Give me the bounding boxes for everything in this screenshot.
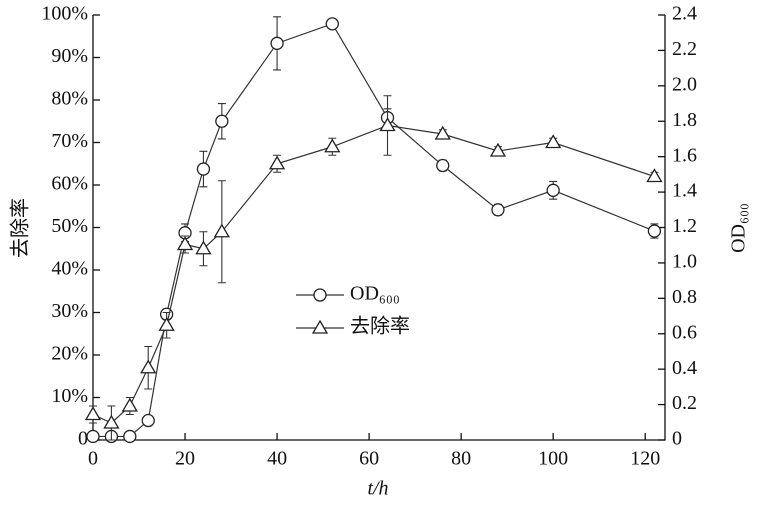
data-point: [123, 429, 137, 444]
x-tick-label: 0: [88, 448, 98, 470]
x-tick-label: 120: [630, 448, 660, 470]
data-point: [141, 413, 155, 428]
y-tick-label: 80%: [51, 88, 88, 110]
data-point: [325, 17, 339, 31]
y2-tick-label: 0.4: [672, 357, 697, 379]
data-point: [196, 162, 211, 176]
legend-marker: [311, 319, 329, 334]
data-point: [489, 142, 507, 157]
y2-tick-label: 1.2: [672, 215, 697, 237]
data-point: [436, 158, 450, 173]
data-point: [84, 406, 102, 421]
data-point: [324, 138, 341, 153]
y-tick-label: 30%: [51, 300, 88, 322]
data-point: [213, 223, 230, 238]
data-point: [215, 114, 229, 128]
data-point: [195, 240, 212, 255]
y-tick-label: 90%: [51, 45, 88, 67]
data-point: [270, 36, 284, 50]
y2-tick-label: 2.4: [672, 3, 697, 25]
x-tick-label: 20: [175, 448, 195, 470]
series-line: [93, 23, 655, 438]
y2-tick-label: 1.0: [672, 251, 697, 273]
x-tick-label: 40: [267, 448, 287, 470]
y2-tick-label: 2.2: [672, 38, 697, 60]
y-tick-label: 60%: [51, 173, 88, 195]
x-tick-label: 100: [538, 448, 568, 470]
y2-tick-label: 0.2: [672, 392, 697, 414]
x-tick-label: 60: [359, 448, 379, 470]
data-point: [546, 183, 560, 197]
y2-tick-label: 0: [672, 428, 682, 450]
data-point: [646, 168, 663, 183]
y2-tick-label: 1.8: [672, 109, 697, 131]
legend-marker: [313, 288, 327, 302]
y2-tick-label: 0.6: [672, 321, 697, 343]
data-point: [434, 125, 451, 140]
y-axis-label: 去除率: [9, 198, 32, 258]
x-axis-label: t/h: [367, 478, 388, 500]
y2-tick-label: 1.4: [672, 180, 697, 202]
data-point: [158, 316, 175, 331]
data-point: [140, 359, 157, 374]
data-point: [647, 224, 662, 238]
data-point: [103, 414, 120, 429]
x-tick-label: 80: [451, 448, 471, 470]
y-tick-label: 100%: [41, 3, 88, 25]
data-point: [268, 155, 286, 170]
data-point: [121, 397, 138, 412]
y-tick-label: 70%: [51, 130, 88, 152]
data-point: [176, 236, 194, 251]
data-point: [379, 117, 396, 132]
data-point: [86, 429, 100, 444]
y2-tick-label: 2.0: [672, 73, 697, 95]
y-tick-label: 10%: [51, 385, 88, 407]
y-tick-label: 20%: [51, 343, 88, 365]
y2-tick-label: 1.6: [672, 144, 697, 166]
y2-tick-label: 0.8: [672, 286, 697, 308]
y2-axis-label: OD₆₀₀: [728, 203, 750, 253]
data-point: [491, 203, 505, 217]
y-tick-label: 40%: [51, 258, 88, 280]
legend-label: OD₆₀₀: [350, 283, 400, 305]
data-point: [545, 134, 562, 149]
axis-frame: [92, 15, 666, 441]
y-tick-label: 0: [78, 428, 88, 450]
series-line: [92, 124, 655, 424]
y-tick-label: 50%: [51, 215, 88, 237]
legend-label: 去除率: [350, 315, 410, 338]
